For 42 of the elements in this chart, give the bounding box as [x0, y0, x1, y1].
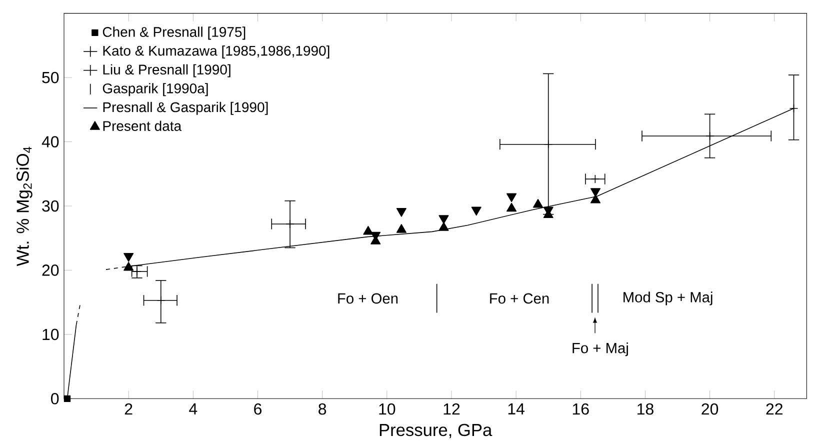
point: [705, 132, 714, 140]
point: [506, 202, 517, 212]
point: [590, 174, 600, 184]
y-tick-label: 50: [42, 72, 59, 84]
legend-label: Kato & Kumazawa [1985,1986,1990]: [103, 45, 330, 58]
y-axis-title: Wt. % Mg$_{2}$SiO$_{4}$: [16, 146, 32, 266]
annotation: Mod Sp + Maj: [624, 292, 712, 306]
x-tick-label: 2: [124, 403, 132, 415]
x-axis-title: Pressure, GPa: [380, 424, 492, 438]
y-tick-label: 10: [42, 328, 59, 340]
legend-label: Gasparik [1990a]: [102, 83, 208, 96]
point: [789, 104, 798, 113]
y-tick-label: 40: [42, 136, 59, 148]
x-tick-label: 6: [254, 403, 262, 415]
annotation: Fo + Oen: [338, 293, 398, 304]
legend-label: Liu & Presnall [1990]: [103, 64, 230, 78]
y-tick-label: 0: [51, 392, 59, 404]
x-tick-label: 4: [189, 403, 198, 414]
point: [396, 224, 406, 233]
point: [124, 262, 134, 271]
x-tick-label: 16: [572, 403, 589, 415]
x-tick-label: 14: [508, 403, 524, 414]
x-tick-label: 8: [318, 403, 326, 415]
point: [156, 296, 166, 305]
annotation: Fo + Maj: [572, 342, 628, 356]
annotation: Fo + Cen: [490, 293, 549, 304]
x-tick-label: 18: [638, 403, 654, 415]
point: [533, 198, 544, 208]
point: [64, 395, 71, 402]
point: [438, 222, 449, 231]
x-tick-label: 10: [379, 403, 396, 415]
y-tick-label: 30: [42, 200, 59, 212]
point: [590, 194, 601, 204]
point: [286, 220, 294, 228]
legend-label: Presnall & Gasparik [1990]: [103, 102, 268, 115]
y-tick-label: 20: [42, 264, 59, 276]
legend-label: Chen & Presnall [1975]: [102, 26, 246, 40]
x-tick-label: 12: [444, 403, 460, 415]
point: [544, 140, 553, 149]
legend-label: Present data: [103, 120, 182, 131]
x-tick-label: 22: [766, 403, 782, 415]
x-tick-label: 20: [702, 403, 718, 415]
